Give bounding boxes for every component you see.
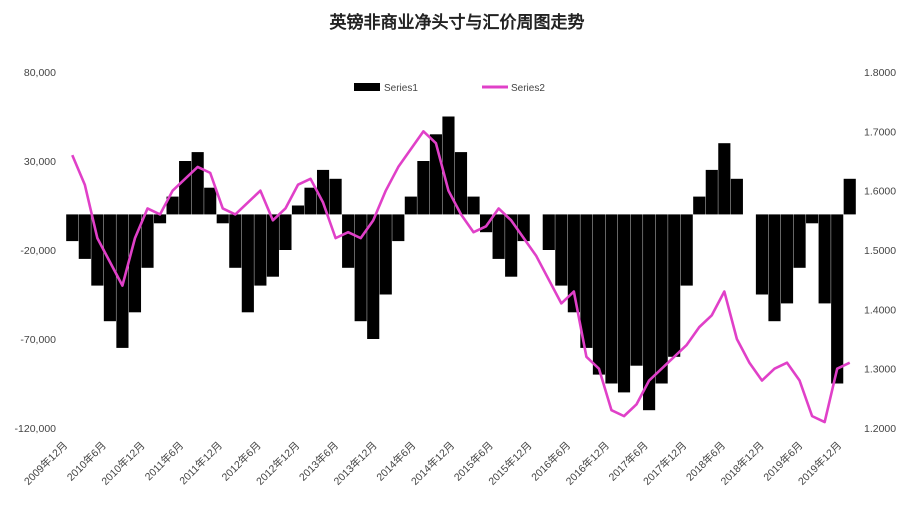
series1-bar bbox=[505, 214, 518, 277]
series1-bar bbox=[379, 214, 392, 295]
y-right-tick-label: 1.8000 bbox=[864, 67, 896, 79]
series1-bar bbox=[229, 214, 242, 268]
y-left-tick-label: 30,000 bbox=[24, 156, 56, 168]
y-right-axis: 1.2000 1.3000 1.4000 1.5000 1.6000 1.7000 1.80… bbox=[864, 67, 896, 435]
series1-bar bbox=[492, 214, 505, 259]
series1-bar bbox=[718, 143, 731, 215]
series1-bar bbox=[555, 214, 568, 286]
series1-bar bbox=[103, 214, 116, 322]
series1-bar bbox=[153, 214, 167, 224]
series1-bar bbox=[367, 214, 380, 339]
series1-bar bbox=[454, 152, 468, 215]
y-right-tick-label: 1.4000 bbox=[864, 304, 896, 316]
series1-bar bbox=[592, 214, 606, 375]
series1-bar bbox=[404, 196, 417, 215]
y-left-axis: -120,000 -70,000 -20,000 30,000 80,000 bbox=[15, 67, 57, 435]
series1-bar bbox=[668, 214, 681, 357]
series1-bar bbox=[780, 214, 794, 304]
series1-bar bbox=[241, 214, 254, 313]
series1-bars bbox=[66, 116, 856, 411]
chart-title: 英镑非商业净头寸与汇价周图走势 bbox=[330, 12, 585, 33]
y-left-tick-label: 80,000 bbox=[24, 67, 56, 79]
y-left-tick-label: -120,000 bbox=[15, 423, 57, 435]
series2-line-layer bbox=[71, 130, 851, 424]
series1-bar bbox=[342, 214, 355, 268]
legend-swatch-series1 bbox=[354, 83, 380, 91]
series1-bar bbox=[204, 187, 217, 215]
series2-line bbox=[71, 130, 851, 424]
series1-bar bbox=[705, 169, 718, 215]
series1-bar bbox=[78, 214, 91, 259]
y-left-tick-label: -70,000 bbox=[20, 334, 56, 346]
series1-bar bbox=[329, 178, 342, 215]
series1-bar bbox=[266, 214, 279, 277]
series1-bar bbox=[392, 214, 405, 242]
series1-bar bbox=[442, 116, 455, 215]
series1-bar bbox=[291, 205, 305, 215]
y-left-tick-label: -20,000 bbox=[20, 245, 56, 257]
series1-bar bbox=[316, 169, 330, 215]
chart-legend: Series1 Series2 bbox=[354, 83, 545, 94]
series1-bar bbox=[617, 214, 631, 393]
series1-bar bbox=[655, 214, 668, 384]
y-right-tick-label: 1.2000 bbox=[864, 423, 896, 435]
series1-bar bbox=[141, 214, 154, 268]
series1-bar bbox=[567, 214, 580, 313]
series1-bar bbox=[818, 214, 831, 304]
series1-bar bbox=[605, 214, 618, 384]
series1-bar bbox=[630, 214, 643, 366]
series1-bar bbox=[831, 214, 844, 384]
series1-bar bbox=[179, 161, 192, 215]
series1-bar bbox=[304, 187, 317, 215]
series1-bar bbox=[66, 214, 79, 242]
series1-bar bbox=[580, 214, 593, 348]
x-axis: 2009年12月2010年6月2010年12月2011年6月2011年12月20… bbox=[21, 439, 844, 488]
x-tick-label: 2009年12月 bbox=[21, 439, 70, 488]
series1-bar bbox=[279, 214, 292, 250]
series1-bar bbox=[354, 214, 367, 322]
series1-bar bbox=[542, 214, 555, 250]
legend-label-series1: Series1 bbox=[384, 83, 418, 94]
y-right-tick-label: 1.7000 bbox=[864, 126, 896, 138]
series1-bar bbox=[91, 214, 104, 286]
series1-bar bbox=[467, 196, 480, 215]
series1-bar bbox=[254, 214, 267, 286]
series1-bar bbox=[216, 214, 229, 224]
series1-bar bbox=[693, 196, 706, 215]
series1-bar bbox=[417, 161, 430, 215]
y-right-tick-label: 1.3000 bbox=[864, 364, 896, 376]
y-right-tick-label: 1.6000 bbox=[864, 186, 896, 198]
series1-bar bbox=[843, 178, 856, 215]
series1-bar bbox=[755, 214, 769, 295]
series1-bar bbox=[191, 152, 204, 215]
series1-bar bbox=[643, 214, 656, 411]
series1-bar bbox=[128, 214, 142, 313]
series1-bar bbox=[793, 214, 806, 268]
y-right-tick-label: 1.5000 bbox=[864, 245, 896, 257]
series1-bar bbox=[166, 196, 179, 215]
series1-bar bbox=[768, 214, 781, 322]
legend-label-series2: Series2 bbox=[511, 83, 545, 94]
series1-bar bbox=[730, 178, 743, 215]
series1-bar bbox=[680, 214, 693, 286]
series1-bar bbox=[806, 214, 819, 224]
